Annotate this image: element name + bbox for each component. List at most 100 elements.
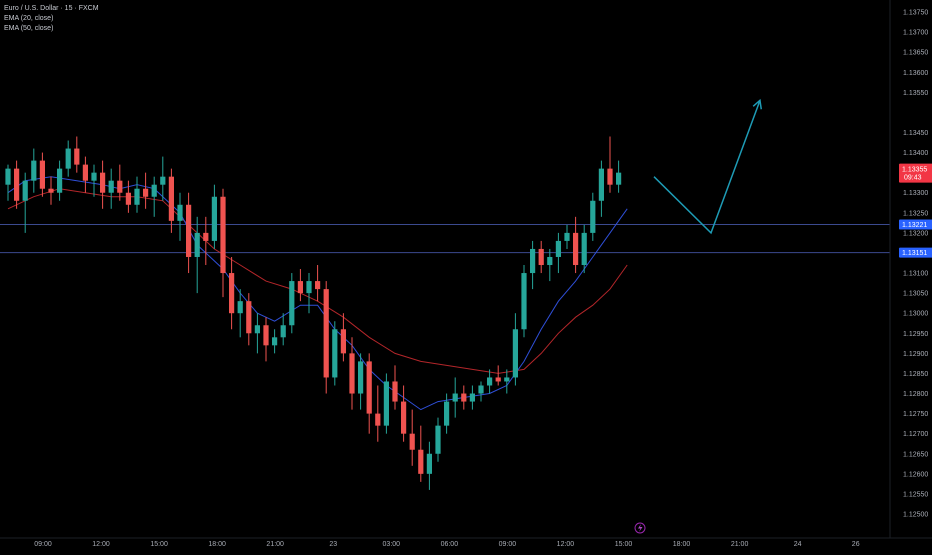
candle-body[interactable] — [598, 168, 604, 201]
candle-body[interactable] — [211, 196, 217, 241]
candle-body[interactable] — [401, 401, 407, 434]
price-tick-label: 1.13400 — [903, 150, 928, 157]
candle-body[interactable] — [31, 160, 37, 181]
candle-body[interactable] — [143, 188, 149, 197]
candle-body[interactable] — [289, 281, 295, 326]
candle-body[interactable] — [332, 329, 338, 378]
time-tick-label: 18:00 — [673, 541, 691, 548]
time-tick-label: 03:00 — [383, 541, 401, 548]
candle-body[interactable] — [358, 361, 364, 394]
time-tick-label: 24 — [794, 541, 802, 548]
candle-body[interactable] — [117, 180, 123, 193]
forecast-arrowhead[interactable] — [752, 98, 763, 110]
candle-body[interactable] — [168, 176, 174, 221]
candle-body[interactable] — [607, 168, 613, 185]
time-tick-label: 12:00 — [557, 541, 575, 548]
candle-body[interactable] — [444, 401, 450, 426]
candle-body[interactable] — [186, 204, 192, 257]
candle-body[interactable] — [521, 273, 527, 330]
candle-body[interactable] — [306, 281, 312, 294]
candle-body[interactable] — [426, 453, 432, 474]
candle-body[interactable] — [246, 301, 252, 334]
candle-body[interactable] — [547, 256, 553, 266]
candle-body[interactable] — [272, 337, 278, 346]
candle-body[interactable] — [65, 148, 71, 169]
candle-body[interactable] — [409, 433, 415, 450]
candle-body[interactable] — [194, 232, 200, 257]
time-tick-label: 21:00 — [266, 541, 284, 548]
event-lightning-icon[interactable] — [634, 522, 646, 534]
level-price-tag[interactable] — [899, 219, 932, 230]
candle-body[interactable] — [555, 240, 561, 257]
candle-body[interactable] — [237, 301, 243, 314]
candle-body[interactable] — [564, 232, 570, 241]
forecast-path[interactable] — [653, 100, 761, 235]
candle-body[interactable] — [366, 361, 372, 414]
legend-ema20[interactable]: EMA (20, close) — [4, 15, 54, 22]
candle-body[interactable] — [581, 232, 587, 266]
candle-body[interactable] — [590, 200, 596, 233]
candle-body[interactable] — [22, 180, 28, 201]
candle-body[interactable] — [229, 273, 235, 314]
level-price-label: 1.13151 — [902, 250, 927, 257]
candle-body[interactable] — [487, 377, 493, 386]
candle-body[interactable] — [177, 204, 183, 221]
candle-body[interactable] — [573, 232, 579, 266]
candle-body[interactable] — [134, 188, 140, 205]
level-price-tag[interactable] — [899, 247, 932, 258]
candle-body[interactable] — [469, 393, 475, 402]
candle-body[interactable] — [461, 393, 467, 402]
candle-body[interactable] — [39, 160, 45, 189]
price-tick-label: 1.13450 — [903, 130, 928, 137]
candle-body[interactable] — [254, 325, 260, 334]
candle-body[interactable] — [452, 393, 458, 402]
candle-body[interactable] — [383, 381, 389, 426]
candle-body[interactable] — [5, 168, 11, 185]
candle-body[interactable] — [263, 325, 269, 346]
price-tick-label: 1.13650 — [903, 50, 928, 57]
candle-body[interactable] — [349, 353, 355, 394]
candle-body[interactable] — [504, 377, 510, 382]
candle-body[interactable] — [418, 449, 424, 474]
last-price-tag[interactable] — [899, 163, 932, 183]
time-tick-label: 09:00 — [34, 541, 52, 548]
candle-body[interactable] — [530, 248, 536, 274]
price-tick-label: 1.13700 — [903, 30, 928, 37]
legend-symbol[interactable]: Euro / U.S. Dollar · 15 · FXCM — [4, 5, 99, 12]
candle-body[interactable] — [392, 381, 398, 402]
candle-body[interactable] — [203, 232, 209, 241]
candle-body[interactable] — [478, 385, 484, 394]
candle-body[interactable] — [375, 413, 381, 426]
candle-body[interactable] — [512, 329, 518, 378]
candle-body[interactable] — [280, 325, 286, 338]
price-tick-label: 1.13250 — [903, 210, 928, 217]
candle-body[interactable] — [125, 192, 131, 205]
candle-body[interactable] — [108, 180, 114, 193]
candle-body[interactable] — [160, 176, 166, 185]
candle-body[interactable] — [220, 196, 226, 274]
candle-body[interactable] — [495, 377, 501, 382]
candle-body[interactable] — [538, 248, 544, 266]
price-tick-label: 1.12500 — [903, 512, 928, 519]
candle-body[interactable] — [100, 172, 106, 193]
candle-body[interactable] — [297, 281, 303, 294]
last-price-label: 1.13355 — [902, 167, 927, 174]
price-tick-label: 1.13600 — [903, 70, 928, 77]
candle-body[interactable] — [151, 184, 157, 197]
candle-body[interactable] — [82, 164, 88, 181]
candle-body[interactable] — [48, 188, 54, 193]
candle-body[interactable] — [435, 425, 441, 454]
candle-body[interactable] — [74, 148, 80, 165]
candle-body[interactable] — [14, 168, 20, 201]
candle-body[interactable] — [323, 289, 329, 378]
price-tick-label: 1.13550 — [903, 90, 928, 97]
time-tick-label: 15:00 — [150, 541, 168, 548]
candle-body[interactable] — [616, 172, 622, 185]
candle-body[interactable] — [340, 329, 346, 354]
candle-body[interactable] — [57, 168, 63, 193]
legend-ema50[interactable]: EMA (50, close) — [4, 25, 54, 32]
candle-body[interactable] — [315, 281, 321, 290]
candle-body[interactable] — [91, 172, 97, 181]
